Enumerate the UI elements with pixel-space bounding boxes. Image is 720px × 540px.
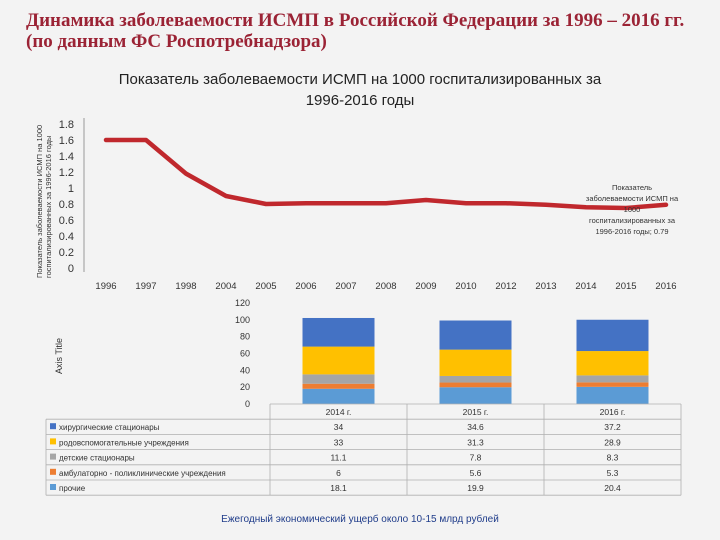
legend-key <box>50 453 56 460</box>
line-chart-ytick: 1 <box>68 183 74 195</box>
line-chart-xtick: 2010 <box>455 281 476 292</box>
line-chart-xtick: 2004 <box>215 281 236 292</box>
stacked-bar-segment <box>439 387 512 404</box>
line-chart-data-label: заболеваемости ИСМП на <box>586 194 679 203</box>
line-chart-xtick: 2016 <box>655 281 676 292</box>
footer-note: Ежегодный экономический ущерб около 10-1… <box>221 514 499 525</box>
line-chart-xtick: 1997 <box>135 281 156 292</box>
data-table-cell: 18.1 <box>330 483 347 493</box>
stacked-bar-segment <box>302 317 375 347</box>
stacked-bar-segment <box>576 386 649 404</box>
legend-label: амбулаторно - поликлинические учреждения <box>59 469 226 478</box>
stacked-bar-segment <box>302 388 375 404</box>
line-chart-xtick: 2008 <box>375 281 396 292</box>
data-table-cell: 5.3 <box>607 468 619 478</box>
bar-chart-ytick: 0 <box>245 399 250 409</box>
data-table-cell: 20.4 <box>604 483 621 493</box>
stacked-bar-segment <box>439 349 512 376</box>
bar-chart-ytick: 120 <box>235 298 250 308</box>
line-chart-xtick: 2012 <box>495 281 516 292</box>
stacked-bar-segment <box>302 346 375 375</box>
bar-chart-ytick: 40 <box>240 365 250 375</box>
line-chart-data-label: Показатель <box>612 183 652 192</box>
legend-key <box>50 438 56 445</box>
data-table-cell: 28.9 <box>604 437 621 447</box>
slide-title: Динамика заболеваемости ИСМП в Российско… <box>26 10 685 52</box>
data-table-cell: 11.1 <box>331 453 347 463</box>
legend-key <box>50 423 56 430</box>
line-series <box>103 137 669 211</box>
line-chart-ytick: 0 <box>68 263 74 275</box>
data-table-cell: 7.8 <box>470 453 482 463</box>
line-chart-ylabel: госпитализированных за 1996-2016 годы <box>44 136 53 278</box>
stacked-bar-segment <box>439 382 512 388</box>
line-chart-xtick: 1996 <box>95 281 116 292</box>
data-table-cell: 33 <box>334 437 344 447</box>
line-chart-ytick: 1.2 <box>59 167 74 179</box>
line-chart-xtick: 1998 <box>175 281 196 292</box>
line-chart-ytick: 0.8 <box>59 199 74 211</box>
line-chart-xtick: 2006 <box>295 281 316 292</box>
legend-label: родовспомогательные учреждения <box>59 438 189 447</box>
line-chart-xtick: 2015 <box>615 281 636 292</box>
line-chart-ytick: 1.8 <box>59 119 74 131</box>
legend-key <box>50 468 56 475</box>
data-table-cell: 6 <box>336 468 341 478</box>
bar-chart-ytick: 20 <box>240 382 250 392</box>
stacked-bar-segment <box>576 351 649 376</box>
stacked-bar-segment <box>576 319 649 352</box>
line-chart-ytick: 1.4 <box>59 151 74 163</box>
line-chart-xtick: 2013 <box>535 281 556 292</box>
stacked-bar-segment <box>302 374 375 384</box>
line-chart-title: 1996-2016 годы <box>306 92 415 109</box>
stacked-bar-segment <box>302 383 375 389</box>
line-chart-data-label: 1000 <box>624 205 641 214</box>
data-table-cell: 19.9 <box>467 483 484 493</box>
bar-chart-ylabel: Axis Title <box>54 338 64 374</box>
stacked-bar-segment <box>576 375 649 383</box>
bar-chart-category: 2016 г. <box>600 407 626 417</box>
stacked-bar-segment <box>576 382 649 387</box>
line-chart-xtick: 2005 <box>255 281 276 292</box>
legend-label: детские стационары <box>59 454 135 463</box>
line-chart-ylabel: Показатель заболеваемости ИСМП на 1000 <box>35 125 44 278</box>
bar-chart-ytick: 60 <box>240 349 250 359</box>
data-table-cell: 31.3 <box>467 437 484 447</box>
stacked-bar-segment <box>439 375 512 383</box>
data-table-cell: 37.2 <box>604 422 621 432</box>
legend-label: хирургические стационары <box>59 423 160 432</box>
line-chart-xtick: 2014 <box>575 281 596 292</box>
bar-chart-ytick: 80 <box>240 332 250 342</box>
legend-label: прочие <box>59 484 86 493</box>
legend-key <box>50 484 56 490</box>
line-chart-xtick: 2007 <box>335 281 356 292</box>
bar-chart-category: 2015 г. <box>463 407 489 417</box>
data-table-cell: 34.6 <box>467 422 484 432</box>
line-chart-title: Показатель заболеваемости ИСМП на 1000 г… <box>119 71 602 88</box>
line-chart-xtick: 2009 <box>415 281 436 292</box>
data-table-cell: 5.6 <box>470 468 482 478</box>
stacked-bar-segment <box>439 320 512 350</box>
bar-chart-category: 2014 г. <box>326 407 352 417</box>
bar-chart-ytick: 100 <box>235 315 250 325</box>
line-chart-ytick: 1.6 <box>59 135 74 147</box>
data-table-cell: 34 <box>334 422 344 432</box>
line-chart-data-label: госпитализированных за <box>589 216 676 225</box>
line-chart-ytick: 0.2 <box>59 247 74 259</box>
line-chart-ytick: 0.4 <box>59 231 74 243</box>
line-chart-data-label: 1996-2016 годы; 0.79 <box>595 227 668 236</box>
data-table-cell: 8.3 <box>607 453 619 463</box>
line-chart-ytick: 0.6 <box>59 215 74 227</box>
